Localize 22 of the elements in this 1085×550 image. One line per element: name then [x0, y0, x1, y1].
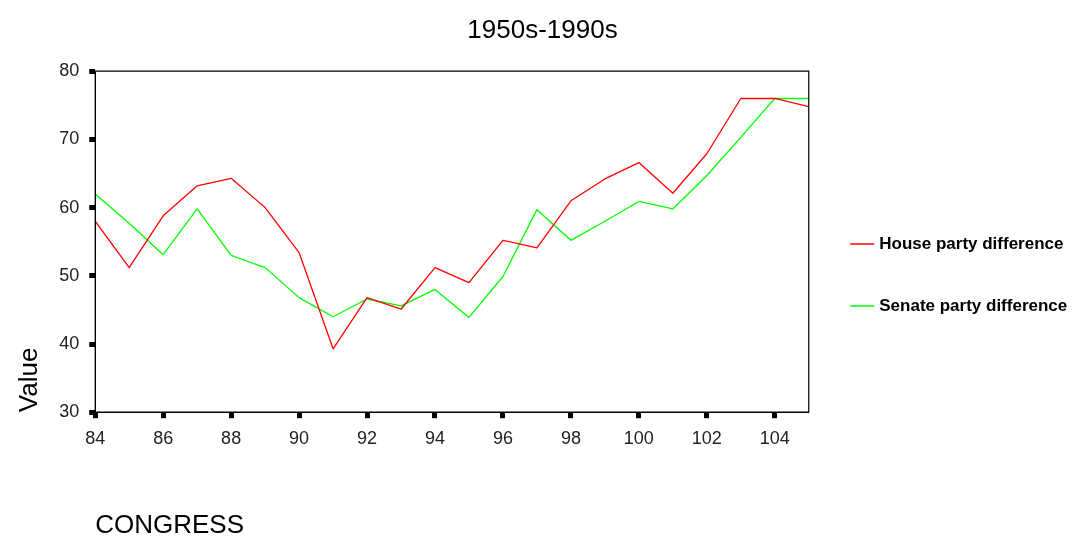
legend-label: House party difference	[879, 233, 1064, 253]
y-tick-label: 50	[59, 264, 80, 285]
x-tick-label: 94	[424, 427, 446, 448]
y-tick-label: 60	[59, 196, 80, 217]
y-tick-label: 30	[59, 401, 80, 422]
x-tick-label: 102	[691, 427, 722, 448]
x-axis-title: CONGRESS	[95, 508, 245, 539]
x-tick-label: 86	[153, 427, 174, 448]
x-tick-label: 84	[85, 427, 106, 448]
legend-label: Senate party difference	[879, 295, 1068, 315]
x-tick-label: 104	[759, 427, 790, 448]
x-tick-label: 100	[623, 427, 654, 448]
y-tick-label: 40	[59, 332, 80, 353]
x-tick-label: 92	[357, 427, 378, 448]
x-tick-label: 98	[560, 427, 581, 448]
x-tick-label: 96	[492, 427, 513, 448]
y-axis-title: Value	[12, 347, 43, 413]
x-tick-label: 90	[289, 427, 310, 448]
x-tick-label: 88	[221, 427, 242, 448]
y-tick-label: 70	[59, 128, 80, 149]
chart-title: 1950s-1990s	[467, 13, 618, 44]
y-tick-label: 80	[59, 60, 80, 81]
